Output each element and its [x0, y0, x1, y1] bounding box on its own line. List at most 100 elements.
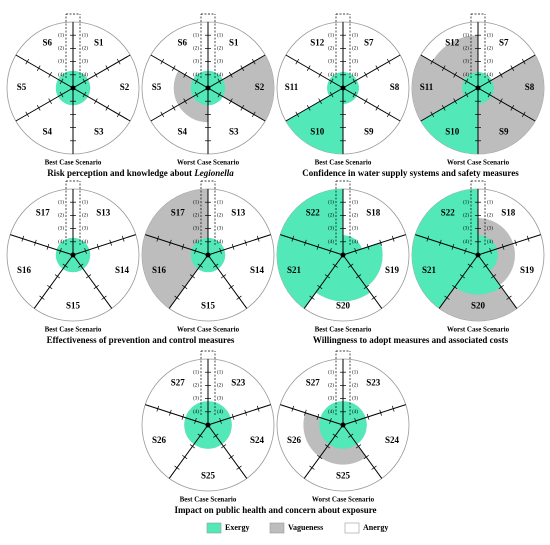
tick-mark [386, 58, 391, 65]
center-dot [70, 252, 76, 258]
sector-label: S22 [441, 207, 456, 217]
tick-mark [228, 284, 234, 290]
tick-mark [39, 295, 45, 300]
sector-label: S27 [306, 377, 321, 387]
sector-wedge [58, 70, 73, 88]
sector-wedge [190, 249, 208, 269]
tick-mark [444, 295, 450, 300]
legend-swatch [206, 522, 222, 534]
tick-mark [189, 444, 196, 449]
scale-label: (4) [82, 240, 88, 245]
center-dot [70, 85, 76, 91]
tick-mark [371, 465, 377, 470]
tick-mark [386, 111, 391, 118]
sector-wedge [197, 255, 219, 273]
scale-label: (1) [352, 370, 358, 375]
sector-label: S2 [255, 82, 265, 92]
tick-mark [464, 78, 469, 85]
sector-wedge [454, 255, 502, 295]
tick-mark [324, 444, 331, 449]
sector-wedge [420, 88, 478, 154]
scale-label: (3) [487, 60, 493, 65]
tick-mark [85, 274, 92, 279]
tick-mark [391, 235, 395, 242]
tick-mark [229, 98, 233, 104]
tick-mark [506, 295, 512, 300]
tick-mark [217, 78, 222, 85]
sector-wedge [73, 88, 88, 106]
tick-mark [96, 243, 100, 250]
sector-wedge [478, 88, 536, 154]
tick-mark [332, 263, 338, 268]
scale-label: (4) [352, 73, 358, 78]
tick-mark [329, 78, 334, 85]
tick-mark [256, 405, 260, 412]
sector-label: S11 [420, 82, 434, 92]
tick-mark [391, 405, 395, 412]
spoke [280, 234, 344, 256]
sector-wedge [193, 70, 208, 88]
sector-label: S9 [364, 127, 374, 137]
scale-label: (3) [352, 227, 358, 232]
sector-label: S9 [499, 127, 509, 137]
sector-label: S23 [231, 377, 246, 387]
tick-mark [36, 105, 41, 111]
sector-wedge [415, 189, 478, 255]
tick-mark [219, 417, 222, 424]
tick-mark [291, 405, 295, 412]
scale-label: (2) [82, 47, 88, 52]
scale-label: (1) [193, 33, 199, 38]
panel-title-italic: Legionella [193, 168, 234, 178]
sector-label: S3 [229, 127, 239, 137]
tick-mark [499, 98, 503, 104]
tick-mark [526, 235, 530, 242]
tick-mark [36, 65, 41, 71]
panel-title: Effectiveness of prevention and control … [47, 335, 235, 345]
spoke [342, 424, 383, 479]
tick-mark [46, 243, 50, 250]
sector-wedge [478, 80, 494, 96]
sector-wedge [412, 234, 478, 309]
sector-label: S2 [120, 82, 130, 92]
tick-mark [464, 247, 467, 254]
scale-label: (3) [328, 60, 334, 65]
scale-label: (4) [487, 240, 493, 245]
tick-mark [329, 417, 332, 424]
panel-title-text: Impact on public health and concern abou… [174, 505, 376, 515]
tick-mark [329, 247, 332, 254]
sector-wedge [208, 249, 226, 269]
tick-mark [316, 413, 320, 420]
sector-wedge [58, 88, 73, 106]
tick-mark [490, 274, 497, 279]
tick-mark [439, 239, 442, 246]
spoke [72, 234, 136, 256]
tick-mark [231, 243, 235, 250]
sector-label: S3 [94, 127, 104, 137]
tick-mark [101, 295, 107, 300]
sector-wedge [184, 417, 208, 445]
sector-label: S21 [287, 265, 302, 275]
tick-mark [94, 98, 98, 104]
tick-mark [498, 284, 504, 290]
scale-label: (1) [352, 33, 358, 38]
tick-mark [82, 91, 87, 98]
tick-mark [354, 247, 357, 254]
spoke [342, 54, 401, 89]
scenario-label: Worst Case Scenario [447, 326, 510, 334]
scale-label: (4) [463, 240, 469, 245]
center-dot [340, 422, 346, 428]
tick-mark [47, 284, 53, 290]
sector-wedge [194, 425, 222, 449]
sector-wedge [208, 70, 223, 88]
scale-label: (4) [217, 240, 223, 245]
tick-mark [332, 433, 338, 438]
spoke [168, 254, 209, 309]
tick-mark [34, 239, 37, 246]
scenario-label: Worst Case Scenario [177, 326, 240, 334]
scenario-label: Worst Case Scenario [177, 159, 240, 167]
tick-mark [366, 243, 370, 250]
sector-label: S20 [471, 301, 486, 311]
tick-mark [171, 65, 176, 71]
scale-label: (1) [193, 200, 199, 205]
tick-mark [459, 274, 466, 279]
